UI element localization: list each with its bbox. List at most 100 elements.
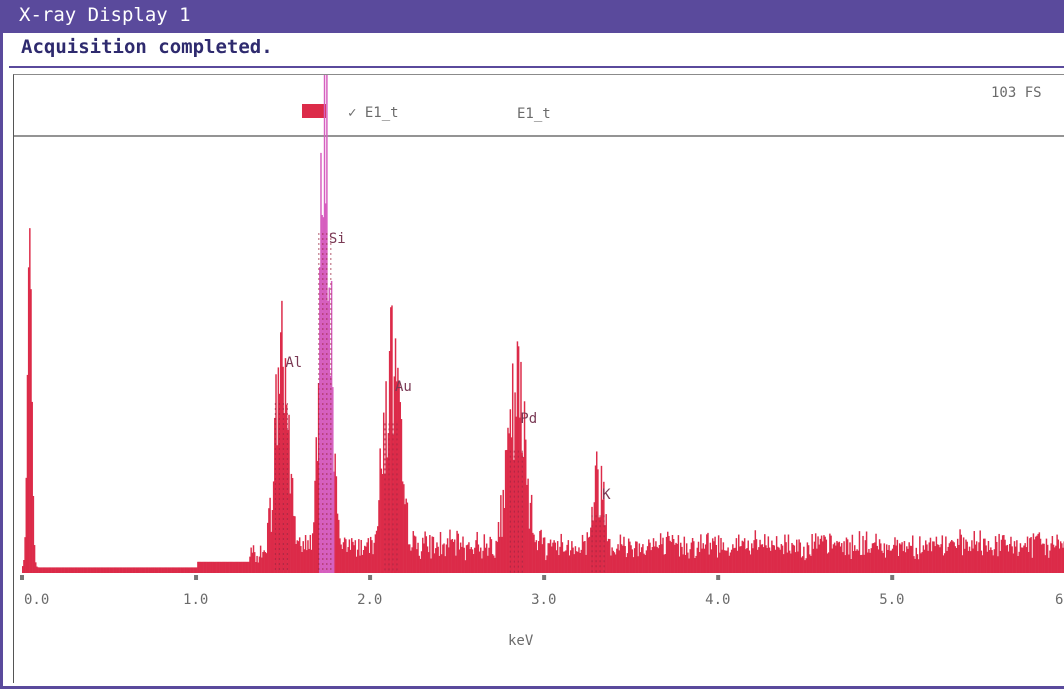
spectrum-bar: [658, 545, 661, 573]
spectrum-bar: [400, 419, 403, 573]
spectrum-bar: [253, 552, 256, 573]
spectrum-bar: [650, 550, 652, 573]
spectrum-bar: [717, 535, 720, 573]
spectrum-bar: [22, 566, 24, 573]
spectrum-bar: [1005, 545, 1007, 573]
spectrum-bar: [665, 536, 668, 573]
spectrum-bar: [469, 549, 471, 573]
spectrum-bar: [416, 549, 418, 573]
spectrum-bar: [630, 545, 632, 573]
spectrum-bar: [373, 542, 375, 573]
spectrum-bar: [188, 567, 191, 573]
spectrum-bar: [301, 551, 303, 573]
spectrum-bar: [181, 567, 184, 573]
spectrum-bar: [1017, 556, 1019, 573]
spectrum-bar: [587, 537, 590, 573]
spectrum-bar: [910, 545, 913, 573]
spectrum-bar: [767, 536, 770, 573]
spectrum-bar: [796, 539, 798, 573]
spectrum-bar: [367, 538, 370, 573]
spectrum-bar: [617, 544, 619, 573]
spectrum-bar: [941, 535, 944, 573]
spectrum-bar: [554, 542, 557, 573]
spectrum-bar: [947, 546, 949, 573]
spectrum-bar: [732, 544, 734, 573]
x-tick: [716, 575, 721, 580]
spectrum-bar: [945, 536, 947, 573]
spectrum-bar: [642, 544, 644, 573]
spectrum-bar: [500, 495, 502, 573]
spectrum-bar: [691, 538, 694, 573]
spectrum-bar: [1042, 543, 1044, 573]
spectrum-bar: [159, 567, 161, 573]
spectrum-bar: [701, 548, 703, 573]
spectrum-bar: [884, 557, 887, 573]
spectrum-bar: [142, 567, 145, 573]
spectrum-bar: [739, 546, 741, 573]
spectrum-bar: [230, 561, 232, 573]
spectrum-bar: [529, 502, 532, 573]
spectrum-bar: [77, 567, 80, 573]
spectrum-bar: [619, 534, 622, 573]
spectrum-bar: [327, 300, 329, 573]
spectrum-bar: [210, 561, 212, 573]
spectrum-bar: [633, 548, 636, 573]
spectrum-bar: [1038, 532, 1041, 573]
spectrum-bar: [477, 544, 480, 573]
spectrum-bar: [655, 541, 657, 573]
spectrum-bar: [324, 203, 327, 573]
spectrum-bar: [751, 543, 753, 573]
spectrum-bar: [147, 567, 149, 573]
spectrum-bar: [527, 478, 529, 573]
spectrum-bar: [573, 554, 575, 573]
spectrum-bar: [585, 554, 587, 573]
spectrum-bar: [1025, 547, 1028, 573]
spectrum-bar: [403, 484, 405, 573]
spectrum-bar: [1016, 540, 1018, 573]
spectrum-bar: [697, 541, 700, 573]
spectrum-bar: [495, 540, 497, 573]
spectrum-bar: [578, 547, 580, 573]
spectrum-bar: [962, 537, 965, 573]
spectrum-bar: [33, 545, 36, 573]
spectrum-bar: [177, 567, 179, 573]
spectrum-bar: [374, 534, 377, 573]
spectrum-bar: [610, 555, 612, 573]
spectrum-bar: [813, 541, 816, 573]
spectrum-bar: [453, 539, 456, 573]
spectrum-bar: [747, 540, 749, 573]
spectrum-bar: [839, 546, 842, 573]
spectrum-bar: [844, 555, 847, 573]
x-tick: [890, 575, 895, 580]
spectrum-bar: [946, 550, 948, 573]
spectrum-bar: [515, 416, 517, 573]
spectrum-bar: [723, 550, 726, 573]
spectrum-bar: [837, 542, 839, 573]
spectrum-bar: [854, 545, 856, 573]
spectrum-bar: [438, 555, 441, 573]
spectrum-bar: [1024, 543, 1026, 573]
spectrum-bar: [1037, 533, 1039, 573]
spectrum-bar: [546, 555, 548, 573]
spectrum-bar: [904, 552, 907, 573]
spectrum-bar: [496, 541, 499, 573]
spectrum-bar: [862, 535, 864, 573]
spectrum-bar: [71, 567, 74, 573]
spectrum-bar: [824, 536, 826, 573]
spectrum-bar: [108, 567, 110, 573]
spectrum-bar: [1061, 543, 1063, 573]
spectrum-bar: [955, 547, 958, 573]
spectrum-bar: [784, 534, 786, 573]
spectrum-bar: [842, 552, 844, 573]
spectrum-bar: [809, 554, 811, 573]
spectrum-bar: [613, 552, 616, 573]
spectrum-bar: [269, 497, 271, 573]
spectrum-bar: [804, 560, 806, 573]
spectrum-bar: [742, 541, 745, 573]
spectrum-bar: [233, 561, 236, 573]
spectrum-bar: [538, 541, 540, 573]
spectrum-bar: [405, 498, 407, 573]
spectrum-bar: [480, 547, 482, 573]
spectrum-bar: [271, 510, 274, 573]
